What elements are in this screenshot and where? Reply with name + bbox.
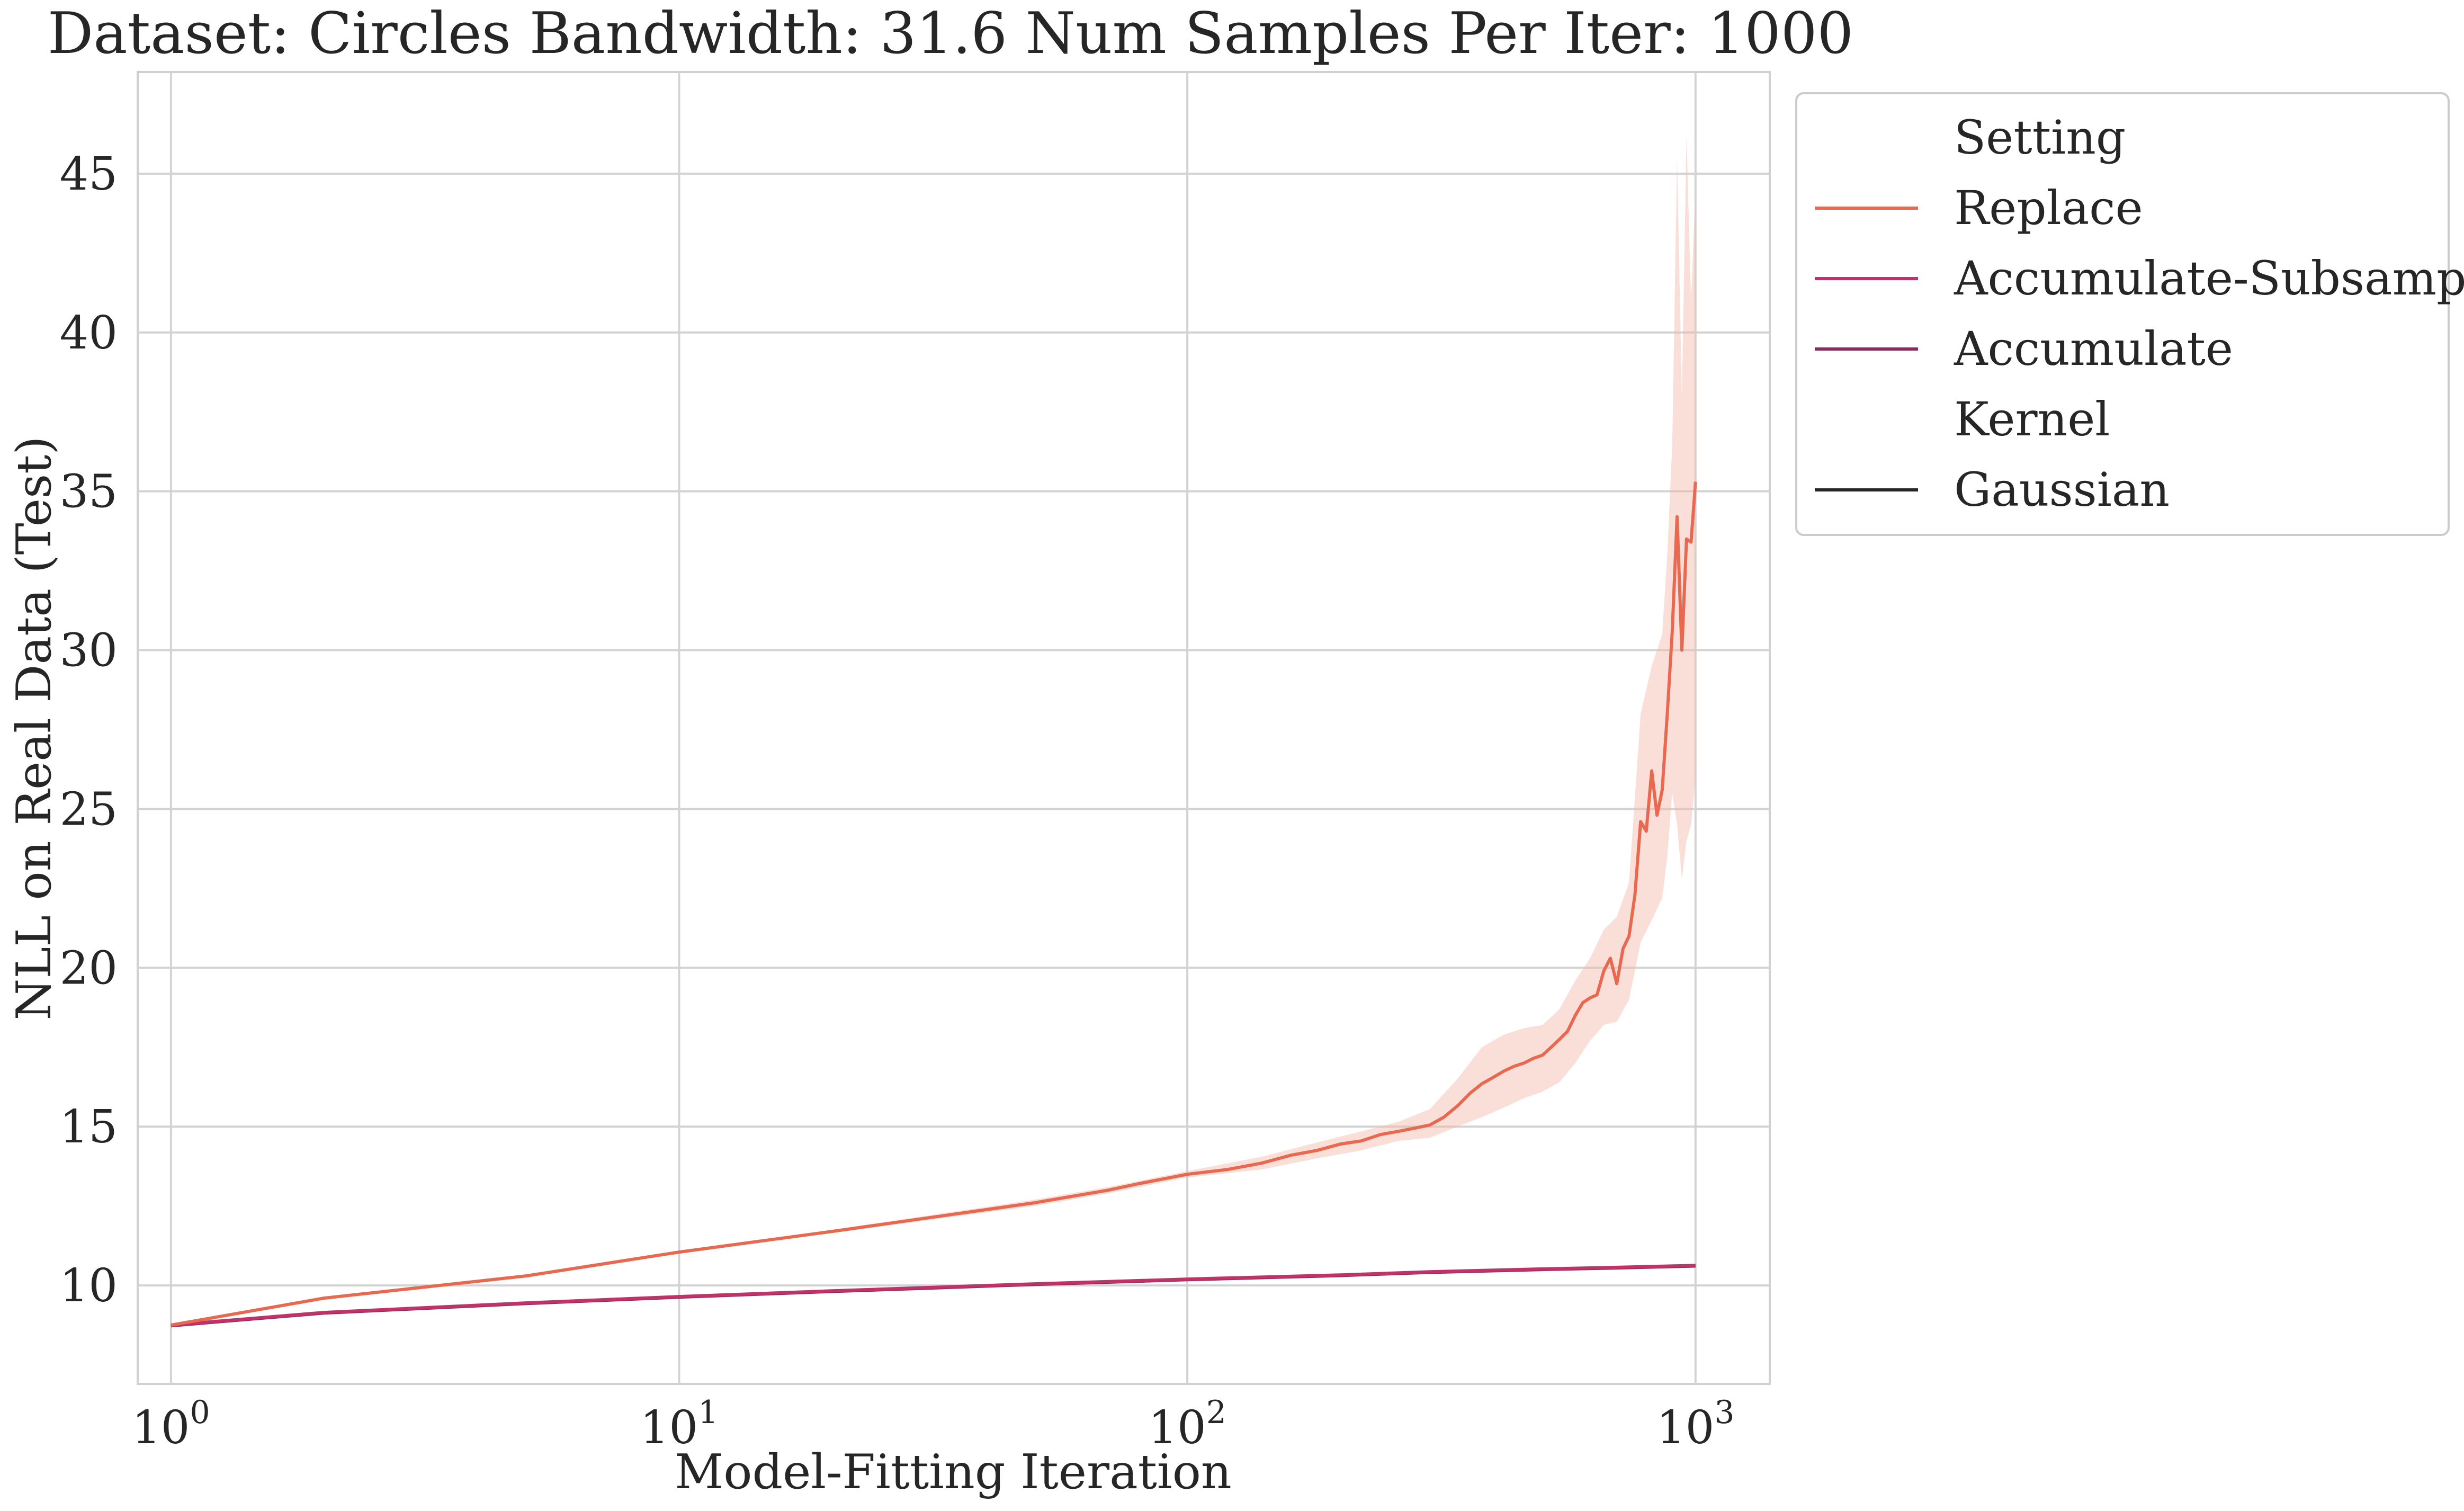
y-tick-label: 10 [60, 1259, 118, 1312]
y-tick-label: 45 [60, 148, 118, 201]
series-lines [171, 481, 1697, 1328]
legend-label: Replace [1954, 181, 2143, 235]
grid-lines [138, 72, 1770, 1384]
chart-title: Dataset: Circles Bandwidth: 31.6 Num Sam… [48, 1, 1854, 67]
y-tick-label: 15 [60, 1101, 118, 1154]
x-tick-label: 103 [1656, 1394, 1735, 1454]
legend-label: Gaussian [1954, 462, 2170, 517]
series-line-accumulate-subsample [171, 1264, 1696, 1327]
x-tick-label: 100 [132, 1394, 210, 1454]
series-line-replace [171, 481, 1697, 1327]
legend-heading: Kernel [1954, 392, 2110, 446]
plot-area: 10 15 20 25 30 35 40 45 100 101 102 103 [60, 71, 1771, 1454]
plot-frame [137, 71, 1771, 1385]
y-axis-label: NLL on Real Data (Test) [6, 436, 62, 1021]
y-tick-label: 40 [60, 307, 118, 360]
legend: Setting Replace Accumulate-Subsample Accumu… [1795, 92, 2464, 536]
legend-heading: Setting [1954, 110, 2126, 165]
y-tick-label: 20 [60, 942, 118, 995]
x-tick-labels: 100 101 102 103 [132, 1394, 1735, 1454]
x-axis-label: Model-Fitting Iteration [675, 1444, 1232, 1500]
y-tick-labels: 10 15 20 25 30 35 40 45 [60, 148, 118, 1312]
y-tick-label: 35 [60, 466, 118, 518]
y-tick-label: 30 [60, 624, 118, 677]
legend-label: Accumulate-Subsample [1954, 251, 2464, 306]
legend-frame [1795, 92, 2450, 536]
x-tick-label: 102 [1148, 1394, 1226, 1454]
x-tick-label: 101 [640, 1394, 719, 1454]
y-tick-label: 25 [60, 783, 118, 836]
legend-label: Accumulate [1954, 321, 2233, 376]
